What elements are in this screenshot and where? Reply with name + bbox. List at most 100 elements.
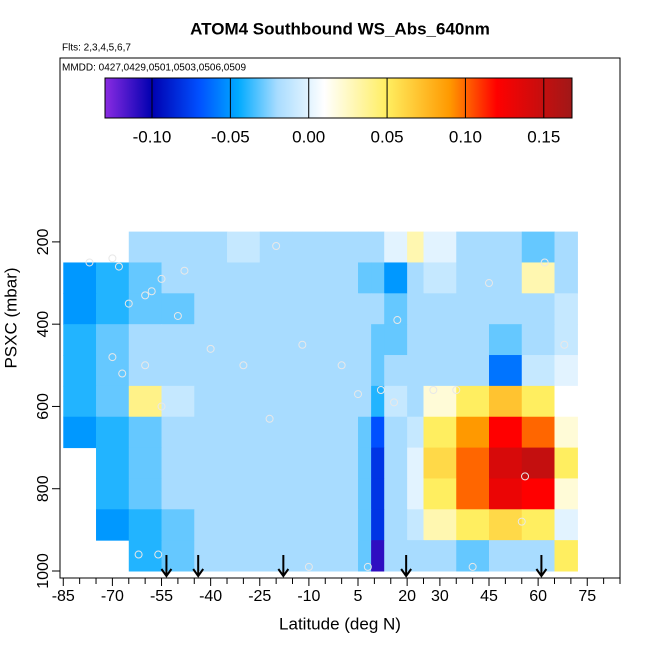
heat-cell xyxy=(371,231,385,263)
heat-cell xyxy=(521,262,556,294)
sample-point xyxy=(354,390,363,399)
heat-cell xyxy=(161,385,195,418)
heat-cell xyxy=(554,355,578,387)
heat-cell xyxy=(371,447,385,479)
heat-cell xyxy=(489,385,523,418)
heat-cell xyxy=(63,416,97,449)
heat-cell xyxy=(423,262,457,294)
y-tick-label: 400 xyxy=(35,311,52,338)
heat-cell xyxy=(194,478,228,510)
heat-cell xyxy=(227,509,261,541)
sample-point xyxy=(560,340,569,349)
heat-cell xyxy=(456,262,490,294)
heat-cell xyxy=(521,447,556,479)
heat-cell xyxy=(489,262,523,294)
heat-cell xyxy=(259,293,294,325)
heat-cell xyxy=(194,509,228,541)
heat-cell xyxy=(407,478,425,510)
heat-cell xyxy=(161,324,195,356)
heat-cell xyxy=(554,416,578,449)
heat-cell xyxy=(259,262,294,294)
heat-cell xyxy=(423,478,457,510)
sample-point xyxy=(157,274,166,283)
heat-cell xyxy=(292,540,326,572)
heat-cell xyxy=(384,355,408,387)
heat-cell xyxy=(358,447,372,479)
heat-cell xyxy=(325,355,359,387)
heat-cell xyxy=(358,385,372,418)
heat-cell xyxy=(521,509,556,541)
flight-arrow xyxy=(160,555,173,578)
heat-cell xyxy=(259,231,294,263)
heat-cell xyxy=(259,355,294,387)
heat-cell xyxy=(63,262,97,294)
heat-cell xyxy=(384,416,408,449)
heat-cell xyxy=(521,355,556,387)
heat-cell xyxy=(358,355,372,387)
chart-title: ATOM4 Southbound WS_Abs_640nm xyxy=(190,19,490,38)
heat-cell xyxy=(194,262,228,294)
heat-cell xyxy=(128,324,163,356)
heat-cell xyxy=(371,416,385,449)
heat-cell xyxy=(358,416,372,449)
heat-cell xyxy=(227,385,261,418)
heat-cell xyxy=(384,509,408,541)
sample-point xyxy=(521,472,530,481)
heat-cell xyxy=(259,478,294,510)
x-tick-label: -85 xyxy=(52,588,75,605)
heat-cell xyxy=(227,293,261,325)
sample-point xyxy=(108,254,117,263)
x-axis-label: Latitude (deg N) xyxy=(279,614,401,633)
heat-cell xyxy=(161,293,195,325)
heat-cell xyxy=(456,293,490,325)
heat-cell xyxy=(227,416,261,449)
heat-cell xyxy=(292,262,326,294)
annotation: MMDD: 0427,0429,0501,0503,0506,0509 xyxy=(62,63,246,74)
x-tick-label: -70 xyxy=(101,588,124,605)
x-tick-label: 60 xyxy=(529,588,547,605)
heat-cell xyxy=(194,385,228,418)
heat-cell xyxy=(521,416,556,449)
heat-cell xyxy=(407,509,425,541)
heat-cell xyxy=(358,509,372,541)
heat-cell xyxy=(194,540,228,572)
heat-cell xyxy=(521,385,556,418)
heat-cell xyxy=(423,355,457,387)
flight-arrow xyxy=(277,555,290,578)
sample-point xyxy=(108,353,117,362)
heat-cell xyxy=(489,540,523,572)
heat-cell xyxy=(292,293,326,325)
sample-point xyxy=(517,517,526,526)
heat-cell xyxy=(423,509,457,541)
heat-cell xyxy=(489,293,523,325)
sample-point xyxy=(393,316,402,325)
x-tick-label: -10 xyxy=(297,588,320,605)
x-tick-label: 20 xyxy=(398,588,416,605)
heat-cell xyxy=(407,447,425,479)
heat-cell xyxy=(194,293,228,325)
sample-point xyxy=(141,291,150,300)
sample-point xyxy=(337,361,346,370)
heat-cell xyxy=(521,231,556,263)
heat-cell xyxy=(456,231,490,263)
heat-cell xyxy=(407,355,425,387)
x-tick-label: 45 xyxy=(480,588,498,605)
heat-cell xyxy=(407,540,425,572)
heat-cell xyxy=(456,416,490,449)
heat-cell xyxy=(227,447,261,479)
heat-cell xyxy=(554,478,578,510)
heat-cell xyxy=(371,509,385,541)
heat-cell xyxy=(423,540,457,572)
heat-cell xyxy=(554,293,578,325)
heat-cell xyxy=(384,231,408,263)
sample-point xyxy=(265,414,274,423)
subtitle: Flts: 2,3,4,5,6,7 xyxy=(62,43,131,54)
colorbar-tick-label: -0.05 xyxy=(211,127,250,146)
heat-cell xyxy=(325,324,359,356)
heat-cell xyxy=(161,231,195,263)
heat-cell xyxy=(292,447,326,479)
heat-cell xyxy=(128,355,163,387)
y-axis-label: PSXC (mbar) xyxy=(1,267,20,368)
heat-cell xyxy=(423,416,457,449)
y-tick-label: 200 xyxy=(35,228,52,255)
